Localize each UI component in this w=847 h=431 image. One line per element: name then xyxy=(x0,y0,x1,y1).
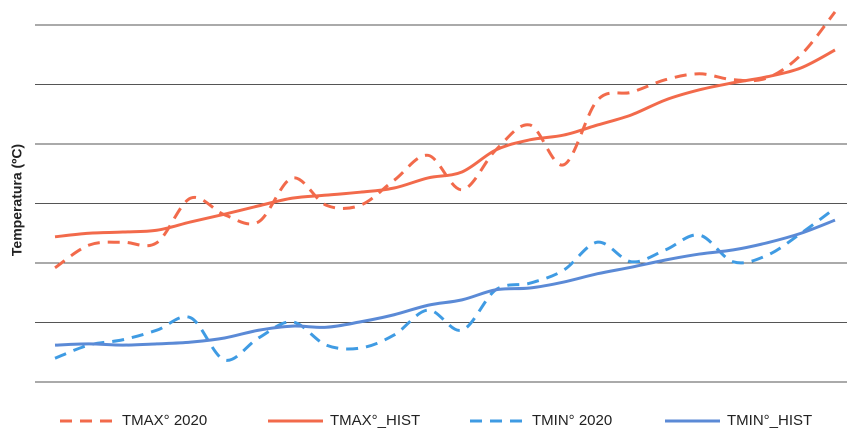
legend-label: TMIN°_HIST xyxy=(727,412,812,429)
series-line xyxy=(54,218,836,347)
series-line xyxy=(54,207,836,362)
y-axis-label: Temperatura (ºC) xyxy=(9,144,25,256)
series-line xyxy=(54,48,836,239)
legend-label: TMAX° 2020 xyxy=(122,412,207,429)
legend-label: TMAX°_HIST xyxy=(330,412,420,429)
legend-label: TMIN° 2020 xyxy=(532,412,612,429)
series-line xyxy=(54,10,837,270)
